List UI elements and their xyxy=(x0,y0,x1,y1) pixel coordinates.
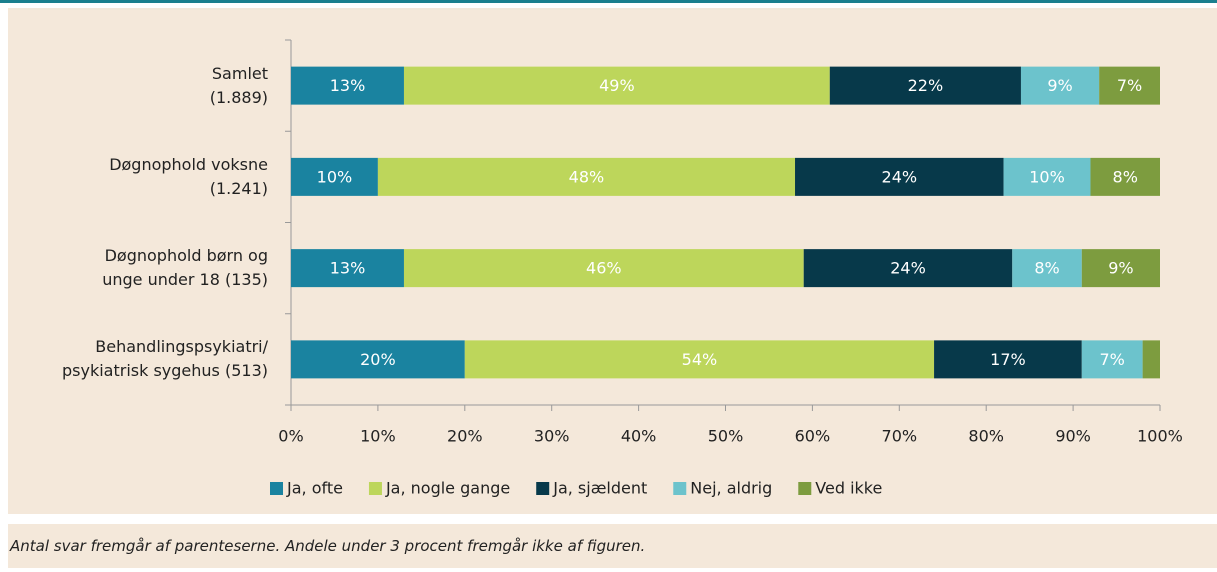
bar-segment xyxy=(934,340,1082,379)
legend-label: Ja, ofte xyxy=(286,479,343,498)
bar-segment xyxy=(403,66,830,105)
legend-label: Nej, aldrig xyxy=(690,479,772,498)
value-label: 49% xyxy=(599,76,635,95)
bar-segment xyxy=(1081,340,1143,379)
value-label: 46% xyxy=(586,259,622,278)
value-label: 13% xyxy=(330,76,366,95)
x-tick-label: 70% xyxy=(882,427,918,446)
bar-segment xyxy=(377,157,796,196)
bar-segment xyxy=(291,340,465,379)
bar-segment xyxy=(795,157,1004,196)
bar-segment xyxy=(803,249,1013,288)
value-label: 7% xyxy=(1117,76,1142,95)
value-label: 48% xyxy=(569,167,605,186)
bar-segment xyxy=(1020,66,1100,105)
value-label: 8% xyxy=(1034,259,1059,278)
x-tick-label: 10% xyxy=(360,427,396,446)
value-label: 9% xyxy=(1047,76,1072,95)
legend-label: Ja, sjældent xyxy=(552,479,647,498)
bar-segment xyxy=(1090,157,1160,196)
legend-swatch xyxy=(673,482,687,495)
value-label: 10% xyxy=(1029,167,1065,186)
category-label: Behandlingspsykiatri/ psykiatrisk sygehu… xyxy=(62,337,268,381)
x-tick-label: 40% xyxy=(621,427,657,446)
legend-swatch xyxy=(368,482,382,495)
category-label: Samlet (1.889) xyxy=(209,63,268,107)
x-tick-label: 50% xyxy=(708,427,744,446)
value-label: 17% xyxy=(990,350,1026,369)
value-label: 24% xyxy=(890,259,926,278)
x-tick-label: 80% xyxy=(968,427,1004,446)
footnote: Antal svar fremgår af parenteserne. Ande… xyxy=(8,524,1217,568)
bar-segment xyxy=(1012,249,1082,288)
legend-label: Ved ikke xyxy=(815,479,882,498)
x-tick-label: 60% xyxy=(795,427,831,446)
value-label: 20% xyxy=(360,350,396,369)
category-label: Døgnophold børn og unge under 18 (135) xyxy=(102,246,268,290)
value-label: 8% xyxy=(1113,167,1138,186)
value-label: 13% xyxy=(330,259,366,278)
legend-swatch xyxy=(798,482,812,495)
value-label: 24% xyxy=(882,167,918,186)
legend-swatch xyxy=(270,482,283,495)
value-label: 22% xyxy=(908,76,944,95)
bar-segment xyxy=(291,157,378,196)
bar-segment xyxy=(464,340,935,379)
bar-segment xyxy=(291,66,404,105)
x-tick-label: 20% xyxy=(447,427,483,446)
bar-segment xyxy=(1142,340,1160,379)
x-tick-label: 100% xyxy=(1137,427,1183,446)
x-tick-label: 30% xyxy=(534,427,570,446)
value-label: 9% xyxy=(1108,259,1133,278)
top-rule xyxy=(0,0,1217,3)
value-label: 10% xyxy=(317,167,353,186)
bar-segment xyxy=(291,249,404,288)
legend-swatch xyxy=(536,482,550,495)
bar-segment xyxy=(829,66,1021,105)
legend-label: Ja, nogle gange xyxy=(385,479,510,498)
x-tick-label: 0% xyxy=(278,427,303,446)
value-label: 54% xyxy=(682,350,718,369)
chart: 0% 10% 20% 30% 40% 50% 60% 70% 80% 90% 100% 13% 49% 2… xyxy=(270,39,1183,498)
x-tick-label: 90% xyxy=(1055,427,1091,446)
bar-segment xyxy=(1081,249,1160,288)
bar-segment xyxy=(1099,66,1160,105)
bar-segment xyxy=(403,249,804,288)
category-label: Døgnophold voksne (1.241) xyxy=(109,154,268,198)
value-label: 7% xyxy=(1100,350,1125,369)
bar-segment xyxy=(1003,157,1091,196)
